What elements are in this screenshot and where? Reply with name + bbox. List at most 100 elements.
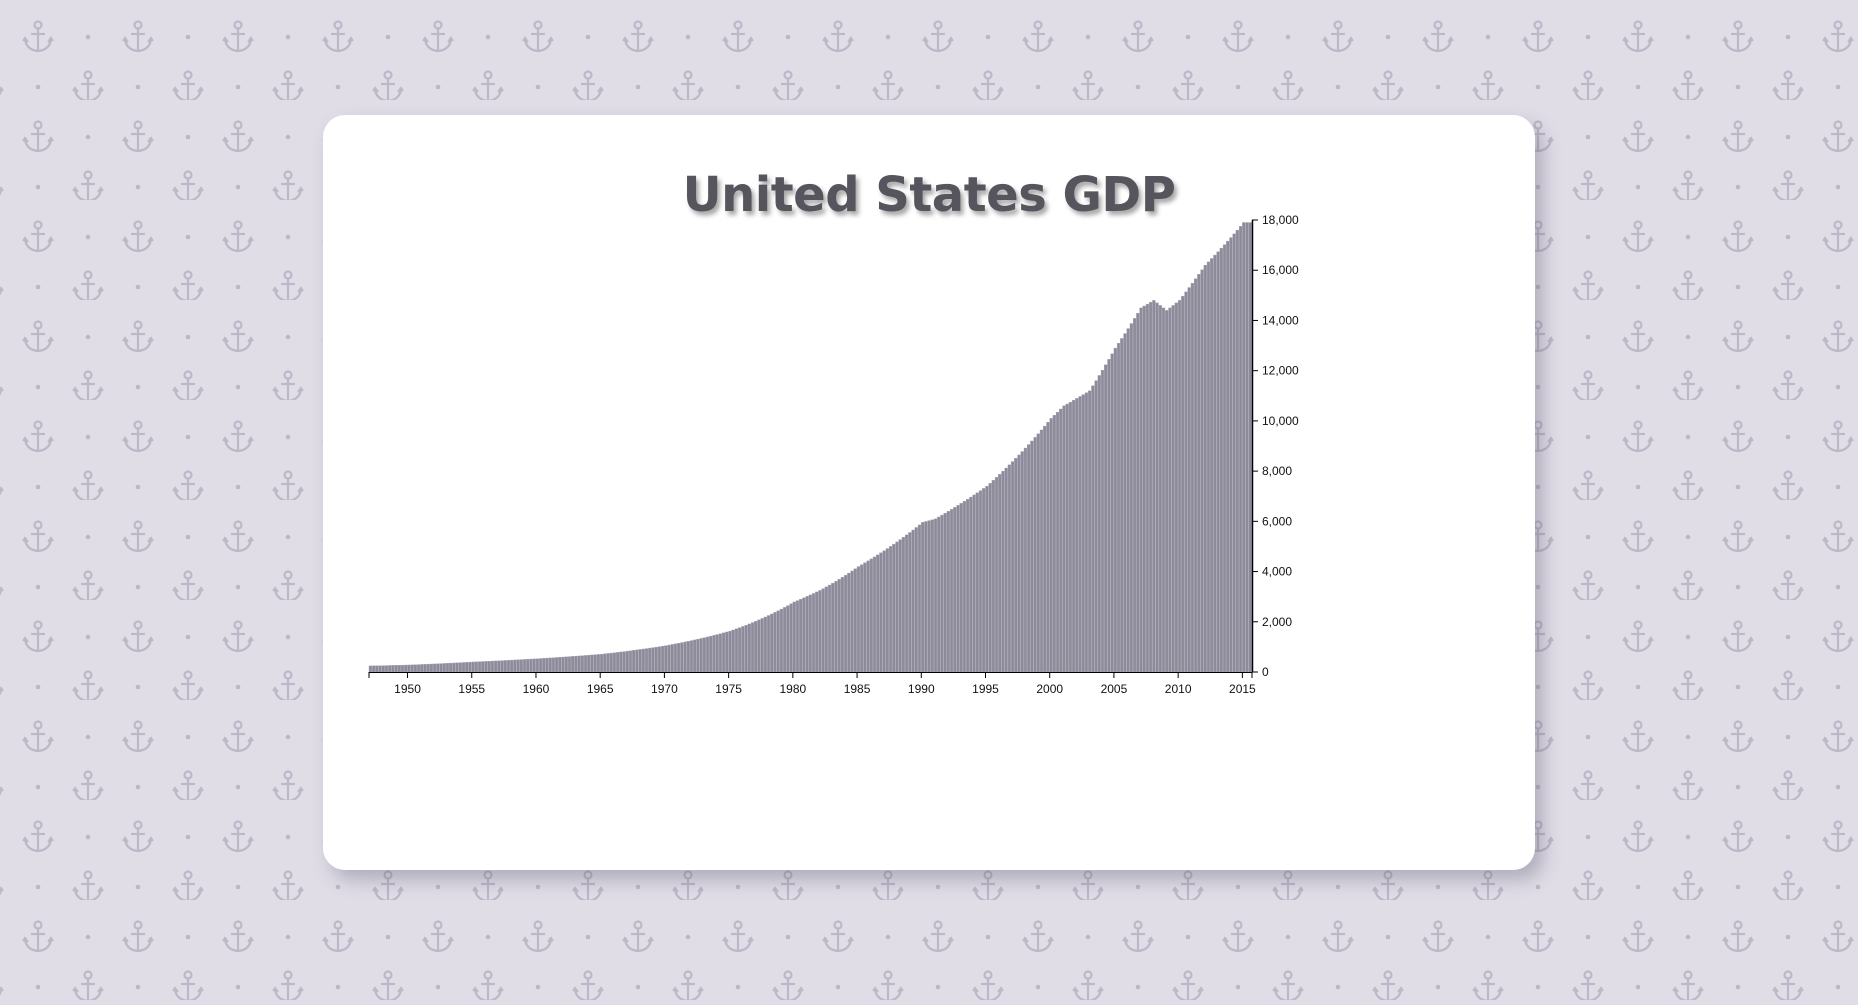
gdp-bar [882, 550, 886, 673]
gdp-bar [1065, 403, 1069, 673]
gdp-bar [1242, 222, 1246, 673]
gdp-bar [789, 603, 793, 673]
gdp-bar [834, 580, 838, 673]
gdp-bar [426, 663, 430, 673]
x-tick-label: 1980 [779, 682, 806, 696]
x-tick-label: 1985 [844, 682, 871, 696]
gdp-bar [985, 485, 989, 673]
gdp-bar [722, 632, 726, 673]
gdp-bar [1216, 251, 1220, 673]
gdp-bar [966, 498, 970, 673]
gdp-bar [853, 568, 857, 673]
gdp-bar [368, 665, 373, 673]
gdp-bar [847, 572, 851, 673]
gdp-bar [1194, 278, 1198, 673]
gdp-bar [892, 543, 896, 673]
gdp-bar [477, 661, 482, 673]
gdp-bar [670, 644, 674, 673]
gdp-bar [872, 556, 877, 673]
gdp-bar [1168, 307, 1172, 673]
gdp-bar [1055, 411, 1060, 673]
gdp-bar [770, 613, 774, 673]
gdp-bar [587, 654, 591, 673]
y-tick-label: 2,000 [1262, 615, 1292, 629]
gdp-bar [625, 650, 629, 673]
gdp-bar [760, 618, 764, 673]
gdp-bar [1126, 328, 1130, 673]
gdp-bar [673, 643, 678, 673]
gdp-bar [519, 659, 523, 673]
gdp-bar [930, 519, 934, 673]
gdp-bar [866, 560, 870, 673]
gdp-bar [766, 615, 771, 673]
gdp-bar [802, 597, 806, 673]
y-tick-label: 6,000 [1262, 514, 1292, 528]
gdp-bar [1033, 437, 1037, 673]
gdp-bar [574, 655, 578, 673]
x-tick-label: 1990 [908, 682, 935, 696]
gdp-bar [535, 658, 539, 673]
gdp-bar [1200, 269, 1204, 673]
gdp-bar [705, 636, 710, 673]
gdp-bar [683, 641, 687, 673]
gdp-bar [933, 518, 938, 673]
gdp-bar [840, 577, 845, 673]
gdp-bar [901, 537, 906, 673]
gdp-bar [1068, 401, 1072, 673]
gdp-bar [423, 664, 427, 673]
gdp-bar [1030, 440, 1034, 673]
gdp-bar [1052, 415, 1056, 673]
gdp-bar [1001, 470, 1005, 673]
x-tick-label: 2015 [1229, 682, 1256, 696]
gdp-bar [638, 649, 642, 673]
gdp-bar [545, 657, 549, 673]
gdp-bar [1222, 244, 1227, 673]
gdp-bar [516, 659, 520, 673]
x-tick-label: 1960 [523, 682, 550, 696]
y-tick-label: 18,000 [1262, 213, 1299, 227]
gdp-bar [420, 664, 424, 673]
gdp-bar [372, 665, 376, 673]
gdp-bar [1075, 398, 1079, 673]
gdp-bar [1007, 464, 1011, 673]
gdp-bar [439, 663, 443, 673]
y-tick-label: 0 [1262, 665, 1269, 679]
gdp-bar [407, 664, 411, 673]
gdp-bar [494, 660, 498, 673]
gdp-bar [827, 584, 832, 673]
gdp-bar [799, 599, 803, 673]
y-axis: 0 2,000 4,000 6,000 8,000 10,000 12,000 14,000 1… [1251, 213, 1299, 679]
gdp-bar [773, 612, 777, 673]
gdp-bar [522, 659, 527, 673]
gdp-bar [413, 664, 417, 673]
x-tick-label: 2000 [1036, 682, 1063, 696]
gdp-bar [1049, 418, 1053, 673]
gdp-bar [622, 651, 626, 673]
gdp-bar [811, 593, 816, 673]
gdp-bar [452, 662, 456, 673]
gdp-bar [959, 503, 963, 673]
gdp-bar [474, 661, 478, 673]
gdp-bar [677, 643, 681, 673]
gdp-bar [831, 582, 835, 673]
x-tick-label: 1965 [587, 682, 614, 696]
gdp-bar [696, 638, 700, 673]
gdp-bar [397, 665, 401, 673]
gdp-bar [500, 660, 504, 673]
gdp-bar [632, 650, 636, 673]
x-tick-label: 1995 [972, 682, 999, 696]
gdp-bar [455, 662, 459, 673]
gdp-bar [1062, 405, 1066, 673]
gdp-bar [648, 647, 652, 673]
gdp-bar [975, 492, 979, 673]
gdp-bar [699, 638, 703, 673]
gdp-bar [885, 548, 889, 673]
gdp-bar [526, 659, 530, 673]
gdp-bar [461, 662, 466, 673]
gdp-bar [529, 658, 533, 673]
gdp-bar [1100, 369, 1105, 673]
gdp-bar [551, 657, 556, 673]
gdp-bar [914, 527, 918, 673]
gdp-bar [1139, 307, 1143, 673]
gdp-bar [844, 574, 848, 673]
